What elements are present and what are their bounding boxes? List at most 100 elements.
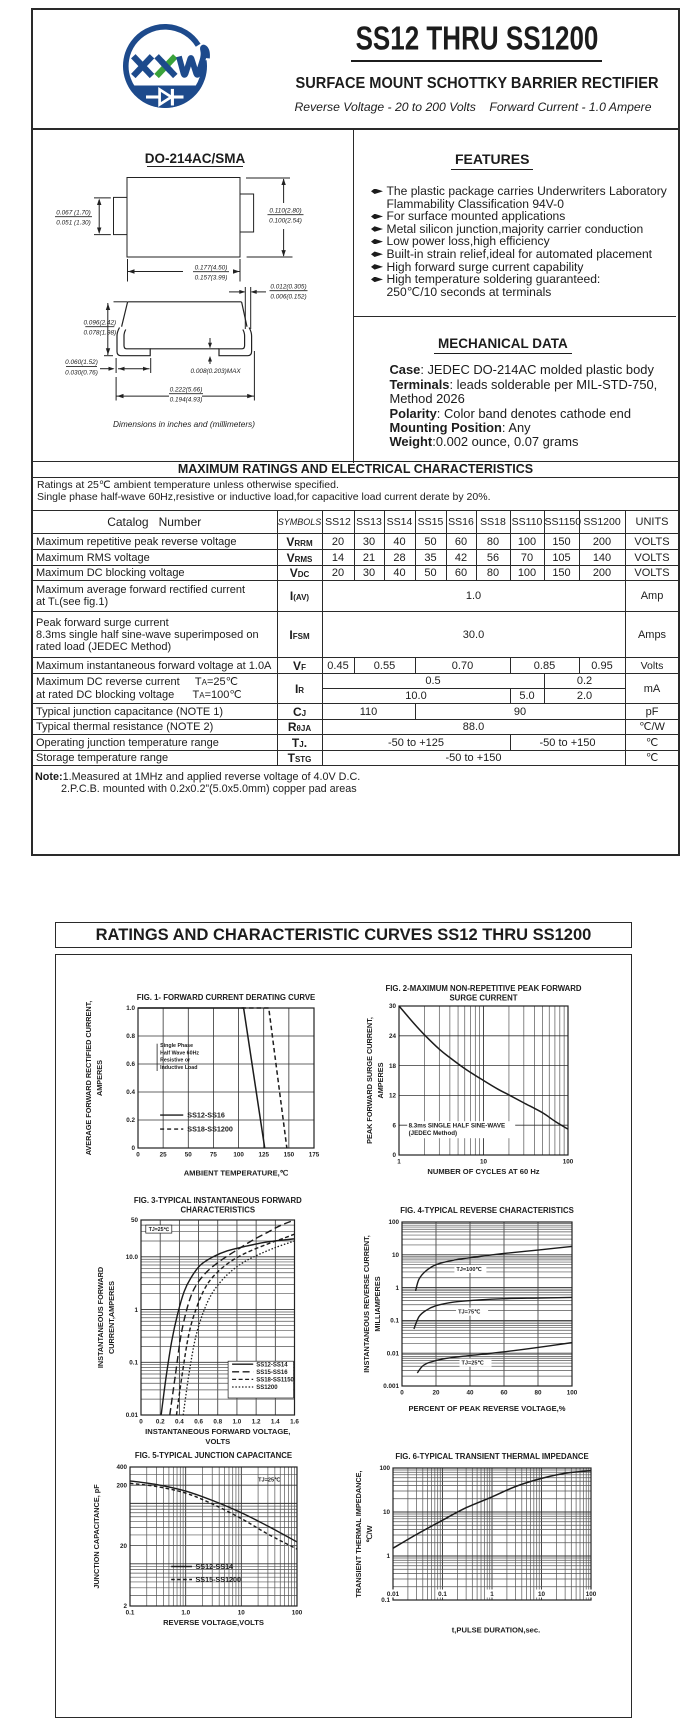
svg-text:℃/W: ℃/W bbox=[365, 1525, 374, 1542]
svg-text:CHARACTERISTICS: CHARACTERISTICS bbox=[181, 1206, 256, 1215]
svg-text:0.6: 0.6 bbox=[194, 1419, 203, 1426]
svg-text:1.0: 1.0 bbox=[126, 1005, 135, 1012]
svg-text:REVERSE VOLTAGE,VOLTS: REVERSE VOLTAGE,VOLTS bbox=[163, 1618, 264, 1627]
svg-text:SS12-SS14: SS12-SS14 bbox=[196, 1562, 234, 1571]
svg-text:0.1: 0.1 bbox=[126, 1610, 135, 1617]
svg-text:50: 50 bbox=[185, 1152, 193, 1159]
svg-text:0.4: 0.4 bbox=[126, 1089, 135, 1096]
svg-text:VOLTS: VOLTS bbox=[205, 1437, 230, 1446]
svg-text:1: 1 bbox=[395, 1285, 399, 1292]
svg-text:TRANSIENT THERMAL IMPEDANCE,: TRANSIENT THERMAL IMPEDANCE, bbox=[354, 1470, 363, 1597]
svg-text:1.6: 1.6 bbox=[290, 1419, 299, 1426]
svg-text:10: 10 bbox=[538, 1591, 546, 1598]
svg-text:175: 175 bbox=[309, 1152, 320, 1159]
svg-text:1: 1 bbox=[490, 1591, 494, 1598]
svg-text:0.067 (1.70): 0.067 (1.70) bbox=[56, 210, 90, 217]
svg-text:0.1: 0.1 bbox=[381, 1597, 390, 1604]
svg-text:Half Wave 60Hz: Half Wave 60Hz bbox=[160, 1050, 199, 1056]
svg-text:50: 50 bbox=[131, 1217, 139, 1224]
svg-text:0.1: 0.1 bbox=[438, 1591, 447, 1598]
svg-text:PERCENT OF PEAK REVERSE VOLTAG: PERCENT OF PEAK REVERSE VOLTAGE,% bbox=[408, 1404, 565, 1413]
svg-text:10: 10 bbox=[383, 1509, 391, 1516]
svg-text:TJ=100℃: TJ=100℃ bbox=[456, 1266, 482, 1273]
svg-text:0.100(2.54): 0.100(2.54) bbox=[269, 218, 302, 225]
svg-text:10: 10 bbox=[392, 1252, 400, 1259]
svg-text:1: 1 bbox=[134, 1307, 138, 1314]
svg-text:SS12-SS16: SS12-SS16 bbox=[187, 1111, 225, 1120]
svg-text:0.060(1.52): 0.060(1.52) bbox=[65, 359, 98, 366]
svg-text:0.2: 0.2 bbox=[126, 1117, 135, 1124]
svg-text:AMPERES: AMPERES bbox=[376, 1062, 385, 1098]
svg-text:TJ=25℃: TJ=25℃ bbox=[149, 1226, 170, 1233]
svg-text:SS1200: SS1200 bbox=[256, 1385, 278, 1391]
svg-text:2: 2 bbox=[123, 1603, 127, 1610]
svg-text:0: 0 bbox=[131, 1145, 135, 1152]
svg-text:100: 100 bbox=[388, 1219, 399, 1226]
svg-text:0.1: 0.1 bbox=[129, 1360, 138, 1367]
svg-text:1: 1 bbox=[397, 1159, 401, 1166]
svg-text:FIG. 1- FORWARD CURRENT DERATI: FIG. 1- FORWARD CURRENT DERATING CURVE bbox=[137, 993, 315, 1002]
svg-text:INSTANTANEOUS FORWARD: INSTANTANEOUS FORWARD bbox=[96, 1267, 105, 1368]
svg-text:100: 100 bbox=[233, 1152, 244, 1159]
svg-text:0.8: 0.8 bbox=[126, 1033, 135, 1040]
svg-text:40: 40 bbox=[466, 1390, 474, 1397]
svg-text:125: 125 bbox=[258, 1152, 269, 1159]
svg-text:10.0: 10.0 bbox=[126, 1254, 139, 1261]
svg-text:FIG. 4-TYPICAL REVERSE CHARACT: FIG. 4-TYPICAL REVERSE CHARACTERISTICS bbox=[400, 1206, 574, 1215]
svg-text:1: 1 bbox=[386, 1553, 390, 1560]
svg-text:0: 0 bbox=[136, 1152, 140, 1159]
svg-text:100: 100 bbox=[586, 1591, 597, 1598]
svg-text:0.4: 0.4 bbox=[175, 1419, 184, 1426]
svg-text:0.008(0.203)MAX: 0.008(0.203)MAX bbox=[191, 368, 242, 375]
svg-text:75: 75 bbox=[210, 1152, 218, 1159]
svg-text:0.157(3.99): 0.157(3.99) bbox=[195, 275, 228, 282]
svg-text:Single Phase: Single Phase bbox=[160, 1043, 193, 1049]
svg-text:100: 100 bbox=[292, 1610, 303, 1617]
svg-text:FIG. 2-MAXIMUM NON-REPETITIVE: FIG. 2-MAXIMUM NON-REPETITIVE PEAK FORWA… bbox=[385, 984, 581, 993]
svg-text:MILLIAMPERES: MILLIAMPERES bbox=[373, 1276, 382, 1331]
svg-text:0.01: 0.01 bbox=[387, 1350, 400, 1357]
svg-text:DO-214AC/SMA: DO-214AC/SMA bbox=[145, 151, 246, 166]
svg-text:SURGE CURRENT: SURGE CURRENT bbox=[449, 994, 517, 1003]
svg-text:CURRENT,AMPERES: CURRENT,AMPERES bbox=[107, 1281, 116, 1354]
svg-text:100: 100 bbox=[567, 1390, 578, 1397]
svg-text:FIG. 5-TYPICAL JUNCTION CAPACI: FIG. 5-TYPICAL JUNCTION CAPACITANCE bbox=[135, 1451, 292, 1460]
svg-text:SS12-SS14: SS12-SS14 bbox=[256, 1362, 288, 1368]
svg-text:20: 20 bbox=[432, 1390, 440, 1397]
svg-text:TJ=25℃: TJ=25℃ bbox=[462, 1360, 485, 1367]
svg-text:60: 60 bbox=[500, 1390, 508, 1397]
svg-text:SS18-SS1200: SS18-SS1200 bbox=[187, 1125, 233, 1134]
svg-text:SS18-SS1150: SS18-SS1150 bbox=[256, 1378, 294, 1384]
svg-text:0.194(4.93): 0.194(4.93) bbox=[170, 397, 203, 404]
svg-text:AVERAGE FORWARD RECTIFIED CURR: AVERAGE FORWARD RECTIFIED CURRENT, bbox=[84, 1001, 93, 1156]
svg-text:SS15-SS16: SS15-SS16 bbox=[256, 1370, 288, 1376]
svg-text:0.177(4.50): 0.177(4.50) bbox=[195, 265, 228, 272]
svg-text:12: 12 bbox=[389, 1093, 397, 1100]
svg-text:SS15-SS1200: SS15-SS1200 bbox=[196, 1575, 242, 1584]
svg-text:0.2: 0.2 bbox=[156, 1419, 165, 1426]
svg-text:(JEDEC Method): (JEDEC Method) bbox=[409, 1130, 457, 1137]
svg-text:8.3ms SINGLE HALF SINE-WAVE: 8.3ms SINGLE HALF SINE-WAVE bbox=[409, 1123, 506, 1130]
svg-text:0: 0 bbox=[139, 1419, 143, 1426]
svg-text:0.030(0.76): 0.030(0.76) bbox=[65, 369, 98, 376]
svg-text:6: 6 bbox=[392, 1122, 396, 1129]
svg-text:FIG. 3-TYPICAL INSTANTANEOUS F: FIG. 3-TYPICAL INSTANTANEOUS FORWARD bbox=[134, 1196, 302, 1205]
svg-text:0: 0 bbox=[400, 1390, 404, 1397]
svg-text:Resistive or: Resistive or bbox=[160, 1058, 190, 1064]
svg-text:0.012(0.305): 0.012(0.305) bbox=[270, 284, 306, 291]
svg-text:1.2: 1.2 bbox=[252, 1419, 261, 1426]
svg-text:10: 10 bbox=[238, 1610, 246, 1617]
svg-text:0.078(1.98): 0.078(1.98) bbox=[83, 330, 116, 337]
svg-text:0.01: 0.01 bbox=[387, 1591, 400, 1598]
svg-text:TJ=75℃: TJ=75℃ bbox=[458, 1309, 481, 1316]
svg-text:0.110(2.80): 0.110(2.80) bbox=[269, 208, 301, 215]
svg-text:20: 20 bbox=[120, 1543, 128, 1550]
svg-text:FIG. 6-TYPICAL TRANSIENT THERM: FIG. 6-TYPICAL TRANSIENT THERMAL IMPEDAN… bbox=[395, 1452, 588, 1461]
svg-text:PEAK FORWARD SURGE CURRENT,: PEAK FORWARD SURGE CURRENT, bbox=[365, 1017, 374, 1144]
svg-text:AMPERES: AMPERES bbox=[95, 1060, 104, 1096]
svg-text:200: 200 bbox=[116, 1482, 127, 1489]
svg-text:0.222(5.66): 0.222(5.66) bbox=[170, 387, 203, 394]
svg-text:JUNCTION CAPACITANCE, pF: JUNCTION CAPACITANCE, pF bbox=[92, 1484, 101, 1589]
svg-text:0.1: 0.1 bbox=[390, 1318, 399, 1325]
svg-text:Dimensions in inches and (mill: Dimensions in inches and (millimeters) bbox=[113, 419, 255, 429]
